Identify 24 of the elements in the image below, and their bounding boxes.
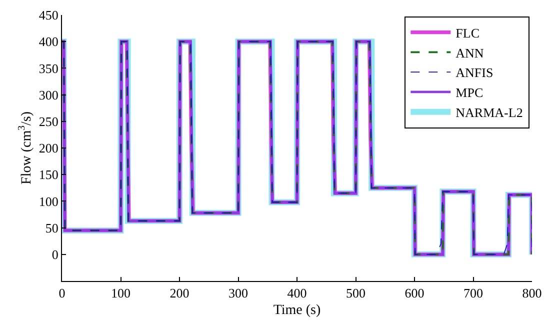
y-tick-label: 0 (52, 246, 58, 262)
legend-label: ANFIS (456, 65, 494, 80)
y-tick-label: 350 (38, 60, 58, 76)
y-tick-label: 150 (38, 167, 58, 182)
x-tick-label: 600 (404, 286, 424, 301)
y-tick-label: 100 (38, 194, 58, 209)
legend-label: FLC (456, 25, 480, 40)
x-tick-label: 100 (111, 286, 130, 301)
x-tick-label: 500 (346, 286, 366, 301)
x-axis-title: Time (s) (273, 302, 321, 318)
legend-label: ANN (456, 45, 484, 60)
y-tick-label: 250 (38, 114, 58, 129)
x-tick-label: 300 (228, 286, 248, 301)
x-tick-label: 200 (170, 286, 190, 301)
y-tick-label: 50 (45, 220, 58, 236)
y-tick-label: 300 (38, 87, 58, 102)
legend-label: NARMA-L2 (456, 104, 523, 120)
y-tick-label: 400 (38, 34, 58, 50)
y-tick-label: 200 (38, 140, 58, 156)
y-tick-label: 450 (38, 8, 58, 23)
x-tick-label: 800 (522, 286, 542, 301)
legend-label: MPC (456, 85, 484, 100)
x-tick-label: 400 (287, 286, 307, 301)
x-tick-label: 700 (464, 286, 483, 301)
